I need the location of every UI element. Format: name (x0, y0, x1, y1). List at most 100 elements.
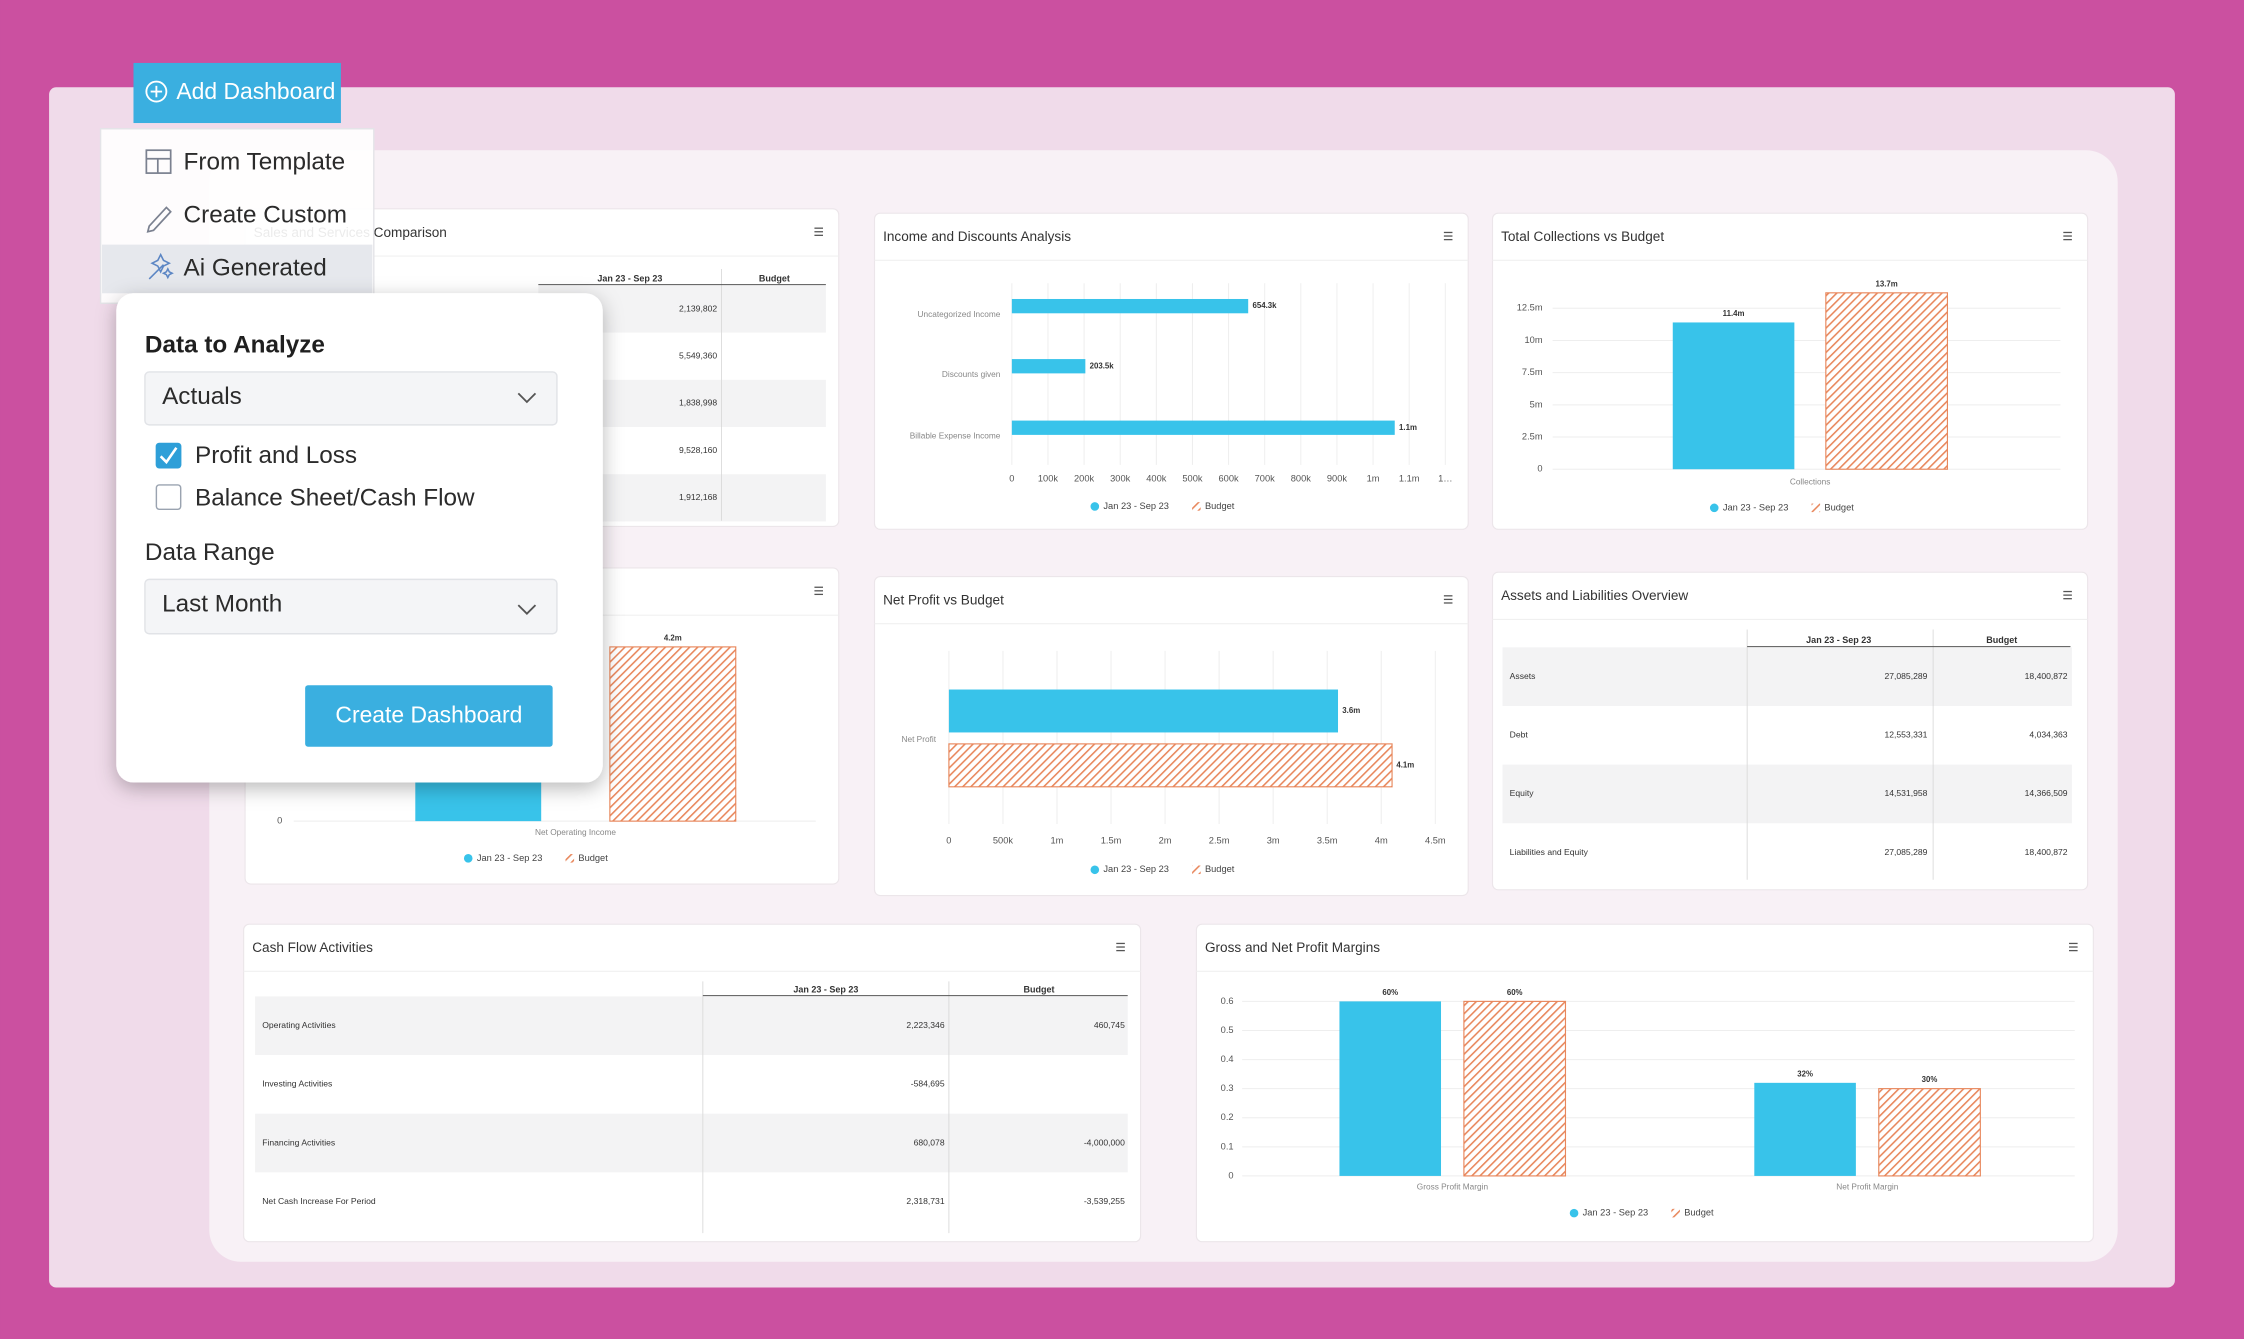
widget-title: Total Collections vs Budget (1501, 229, 1664, 244)
ai-dialog: Data to Analyze Actuals Profit and Loss … (116, 293, 603, 783)
bar (1011, 420, 1395, 435)
y-tick-label: 7.5m (1522, 367, 1543, 377)
category-label: Gross Profit Margin (1417, 1182, 1489, 1192)
x-tick-label: 700k (1255, 474, 1275, 484)
cell: 27,085,289 (1884, 847, 1927, 857)
y-tick-label: 5m (1530, 399, 1543, 409)
cell: 2,139,802 (679, 303, 717, 313)
cell: 12,553,331 (1884, 730, 1927, 740)
y-tick-label: 0.1 (1221, 1141, 1234, 1151)
create-button[interactable]: Create Dashboard (305, 685, 553, 747)
value-label: 60% (1382, 988, 1398, 997)
x-tick-label: 0 (1009, 474, 1014, 484)
widget-title: Net Profit vs Budget (883, 592, 1004, 607)
bar (1339, 1001, 1442, 1176)
legend-label: Jan 23 - Sep 23 (477, 853, 543, 863)
y-tick-label: 0.2 (1221, 1112, 1234, 1122)
legend-label: Budget (1684, 1208, 1714, 1218)
widget-title: Cash Flow Activities (252, 940, 373, 955)
bar (1672, 322, 1795, 470)
value-label: 654.3k (1252, 301, 1277, 310)
row-label: Financing Activities (262, 1137, 335, 1147)
category-label: Billable Expense Income (910, 431, 1001, 441)
legend-swatch (1811, 503, 1821, 513)
add-dashboard-button[interactable]: Add Dashboard (133, 62, 341, 124)
value-label: 30% (1922, 1075, 1938, 1084)
y-tick-label: 10m (1525, 335, 1543, 345)
column-header: Budget (759, 273, 790, 283)
menu-item[interactable]: Ai Generated (102, 244, 373, 294)
cell: 14,531,958 (1884, 788, 1927, 798)
y-tick-label: 0.6 (1221, 996, 1234, 1006)
bar (1754, 1082, 1856, 1176)
cell: 1,838,998 (679, 398, 717, 408)
bar (1463, 1000, 1567, 1177)
menu-item[interactable]: From Template (145, 149, 345, 176)
legend-label: Jan 23 - Sep 23 (1583, 1208, 1649, 1218)
legend-swatch (1671, 1208, 1680, 1218)
x-tick-label: 200k (1074, 474, 1094, 484)
range-select[interactable]: Last Month (144, 578, 558, 635)
widget-card (873, 212, 1469, 530)
legend-swatch (1192, 865, 1201, 875)
cell: 5,549,360 (679, 350, 717, 360)
value-label: 203.5k (1090, 361, 1115, 370)
y-tick-label: 0.3 (1221, 1083, 1234, 1093)
row-label: Net Cash Increase For Period (262, 1196, 376, 1206)
y-tick-label: 2.5m (1522, 431, 1543, 441)
x-tick-label: 1.5m (1101, 836, 1122, 846)
x-tick-label: 500k (1182, 474, 1202, 484)
legend-swatch (463, 854, 473, 863)
cell: -4,000,000 (1084, 1137, 1125, 1147)
cell: 18,400,872 (2025, 847, 2068, 857)
value-label: 60% (1507, 988, 1523, 997)
legend-swatch (1090, 502, 1100, 511)
select-value: Actuals (162, 383, 242, 410)
cell: 27,085,289 (1884, 671, 1927, 681)
legend-label: Budget (578, 853, 608, 863)
checkbox[interactable]: Profit and Loss (155, 442, 357, 469)
cell: 1,912,168 (679, 492, 717, 502)
category-label: Uncategorized Income (918, 309, 1001, 319)
button-label: Add Dashboard (176, 78, 335, 104)
bar (948, 743, 1393, 788)
row-shade (1502, 764, 2072, 824)
widget-title: Assets and Liabilities Overview (1501, 588, 1688, 603)
x-tick-label: 1… (1438, 474, 1452, 484)
checkbox[interactable]: Balance Sheet/Cash Flow (155, 484, 475, 512)
y-tick-label: 0 (277, 816, 282, 826)
x-tick-label: 500k (993, 836, 1013, 846)
column-header: Jan 23 - Sep 23 (1806, 635, 1871, 645)
bar (1011, 298, 1249, 314)
cell: 14,366,509 (2025, 788, 2068, 798)
cell: 2,318,731 (906, 1196, 944, 1206)
cell: 18,400,872 (2025, 671, 2068, 681)
checkbox-label: Profit and Loss (195, 442, 357, 469)
bar (1878, 1088, 1981, 1177)
legend-swatch (1090, 865, 1100, 875)
row-shade (255, 1113, 1128, 1173)
legend-label: Jan 23 - Sep 23 (1103, 501, 1169, 511)
x-tick-label: 400k (1146, 474, 1166, 484)
y-tick-label: 0 (1228, 1170, 1233, 1180)
legend-label: Budget (1205, 864, 1235, 874)
value-label: 11.4m (1723, 309, 1745, 318)
x-tick-label: 3m (1267, 836, 1280, 846)
widget-card (873, 575, 1469, 897)
cell: -3,539,255 (1084, 1196, 1125, 1206)
widget-title: Income and Discounts Analysis (883, 229, 1071, 244)
data-select[interactable]: Actuals (144, 371, 558, 426)
row-label: Assets (1510, 671, 1536, 681)
cell: 680,078 (914, 1137, 945, 1147)
x-tick-label: 4m (1375, 836, 1388, 846)
row-shade (255, 996, 1128, 1056)
menu-item[interactable]: Create Custom (146, 201, 347, 233)
y-tick-label: 12.5m (1517, 303, 1543, 313)
button-label: Create Dashboard (335, 702, 522, 728)
legend-label: Jan 23 - Sep 23 (1103, 864, 1169, 874)
cell: -584,695 (911, 1079, 945, 1089)
row-label: Investing Activities (262, 1079, 332, 1089)
bar (609, 646, 737, 822)
value-label: 32% (1797, 1069, 1813, 1078)
add-menu: From Template Create Custom Ai Generated (99, 128, 375, 304)
